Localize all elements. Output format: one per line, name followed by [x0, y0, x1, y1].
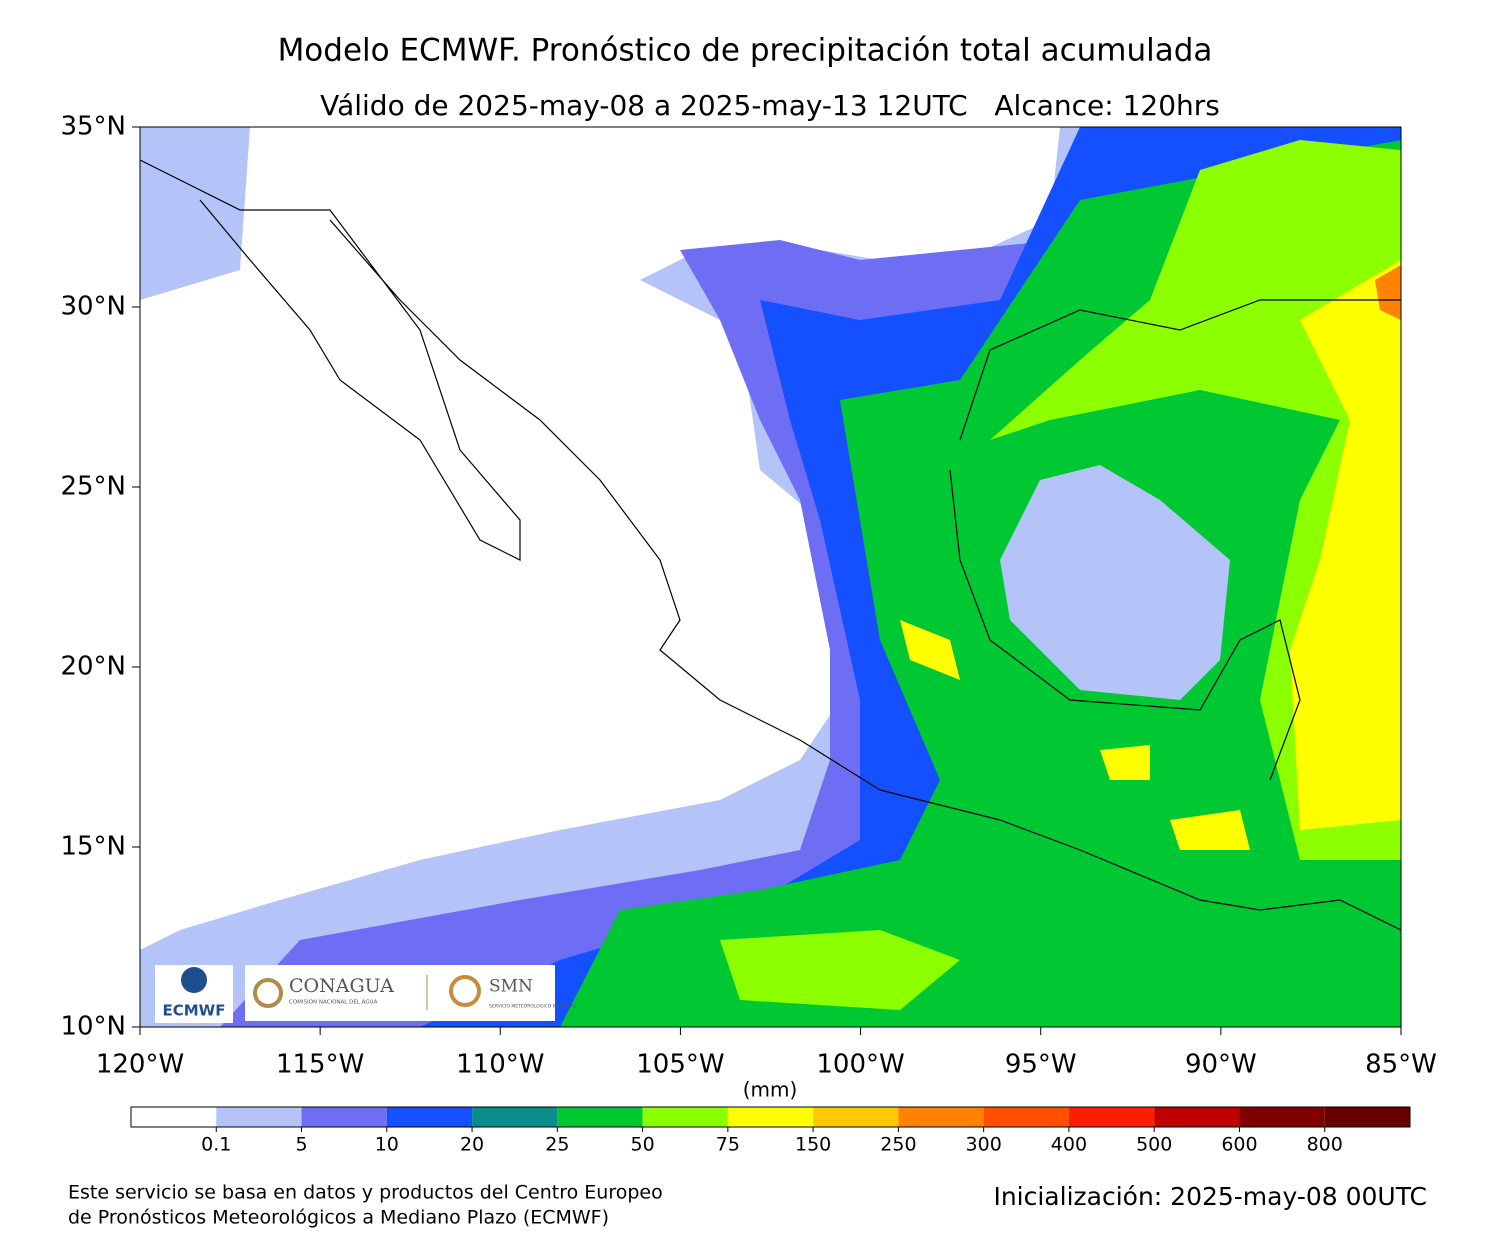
colorbar-label: 25 [545, 1134, 569, 1156]
ecmwf-icon [181, 967, 207, 993]
x-tick-label: 105°W [636, 1050, 724, 1080]
field-intense [1290, 260, 1401, 830]
title: Modelo ECMWF. Pronóstico de precipitació… [278, 33, 1213, 69]
y-tick-label: 10°N [60, 1012, 126, 1042]
colorbar-label: 0.1 [201, 1134, 231, 1156]
colorbar-box [301, 1107, 387, 1127]
colorbar-label: 10 [375, 1134, 399, 1156]
colorbar-box [557, 1107, 643, 1127]
map-frame [139, 126, 1402, 1028]
colorbar-label: 600 [1221, 1134, 1257, 1156]
colorbar-unit: (mm) [743, 1078, 798, 1102]
y-tick-label: 30°N [60, 292, 126, 322]
colorbar-box [1154, 1107, 1240, 1127]
colorbar-box [1239, 1107, 1325, 1127]
colorbar-box [1068, 1107, 1155, 1127]
field-gulf-dry [1000, 465, 1230, 700]
field-intense-2 [900, 620, 1250, 850]
smn-icon [449, 975, 481, 1007]
footer-line1: Este servicio se basa en datos y product… [68, 1182, 663, 1204]
coastline [140, 159, 1401, 931]
colorbar-box [642, 1107, 728, 1127]
x-tick-label: 110°W [456, 1050, 544, 1080]
conagua-logo-box [245, 965, 555, 1021]
field-heavy-2 [720, 930, 960, 1010]
x-tick-label: 100°W [816, 1050, 904, 1080]
colorbar-box [472, 1107, 558, 1127]
colorbar-box [813, 1107, 899, 1127]
field-extreme [1375, 265, 1401, 320]
colorbar-label: 20 [460, 1134, 484, 1156]
colorbar-box [216, 1107, 302, 1127]
colorbar-label: 250 [880, 1134, 916, 1156]
precip-field [140, 127, 1401, 1027]
smn-logo-sub: SERVICIO METEOROLÓGICO NACIONAL [489, 1003, 577, 1010]
subtitle: Válido de 2025-may-08 a 2025-may-13 12UT… [320, 89, 1220, 122]
colorbar-label: 400 [1051, 1134, 1087, 1156]
conagua-logo-text: CONAGUA [289, 975, 394, 997]
y-tick-label: 25°N [60, 472, 126, 502]
colorbar-box [1324, 1107, 1410, 1127]
colorbar-box [727, 1107, 814, 1127]
smn-logo-text: SMN [489, 977, 533, 997]
y-tick-label: 15°N [60, 832, 126, 862]
colorbar-box [983, 1107, 1069, 1127]
x-tick-label: 115°W [276, 1050, 364, 1080]
init-time: Inicialización: 2025-may-08 00UTC [993, 1182, 1427, 1211]
footer-line2: de Pronósticos Meteorológicos a Mediano … [68, 1207, 609, 1229]
conagua-icon [253, 978, 283, 1008]
colorbar-label: 300 [966, 1134, 1002, 1156]
colorbar-label: 150 [795, 1134, 831, 1156]
colorbar-label: 500 [1136, 1134, 1172, 1156]
x-tick-label: 120°W [96, 1050, 184, 1080]
logo-panel: ECMWF CONAGUA COMISIÓN NACIONAL DEL AGUA… [155, 965, 577, 1023]
colorbar-label: 50 [631, 1134, 655, 1156]
colorbar-label: 75 [716, 1134, 740, 1156]
conagua-logo-sub: COMISIÓN NACIONAL DEL AGUA [289, 999, 378, 1006]
colorbar-box [131, 1107, 217, 1127]
colorbar-label: 800 [1307, 1134, 1343, 1156]
x-tick-label: 95°W [1005, 1050, 1077, 1080]
colorbar-frame [130, 1106, 1411, 1128]
x-tick-label: 90°W [1185, 1050, 1257, 1080]
x-tick-label: 85°W [1365, 1050, 1437, 1080]
y-tick-label: 35°N [60, 112, 126, 142]
colorbar-label: 5 [295, 1134, 307, 1156]
ecmwf-logo-text: ECMWF [163, 1002, 226, 1020]
field-dry [140, 127, 1060, 950]
colorbar-box [386, 1107, 473, 1127]
colorbar-box [898, 1107, 984, 1127]
y-tick-label: 20°N [60, 652, 126, 682]
